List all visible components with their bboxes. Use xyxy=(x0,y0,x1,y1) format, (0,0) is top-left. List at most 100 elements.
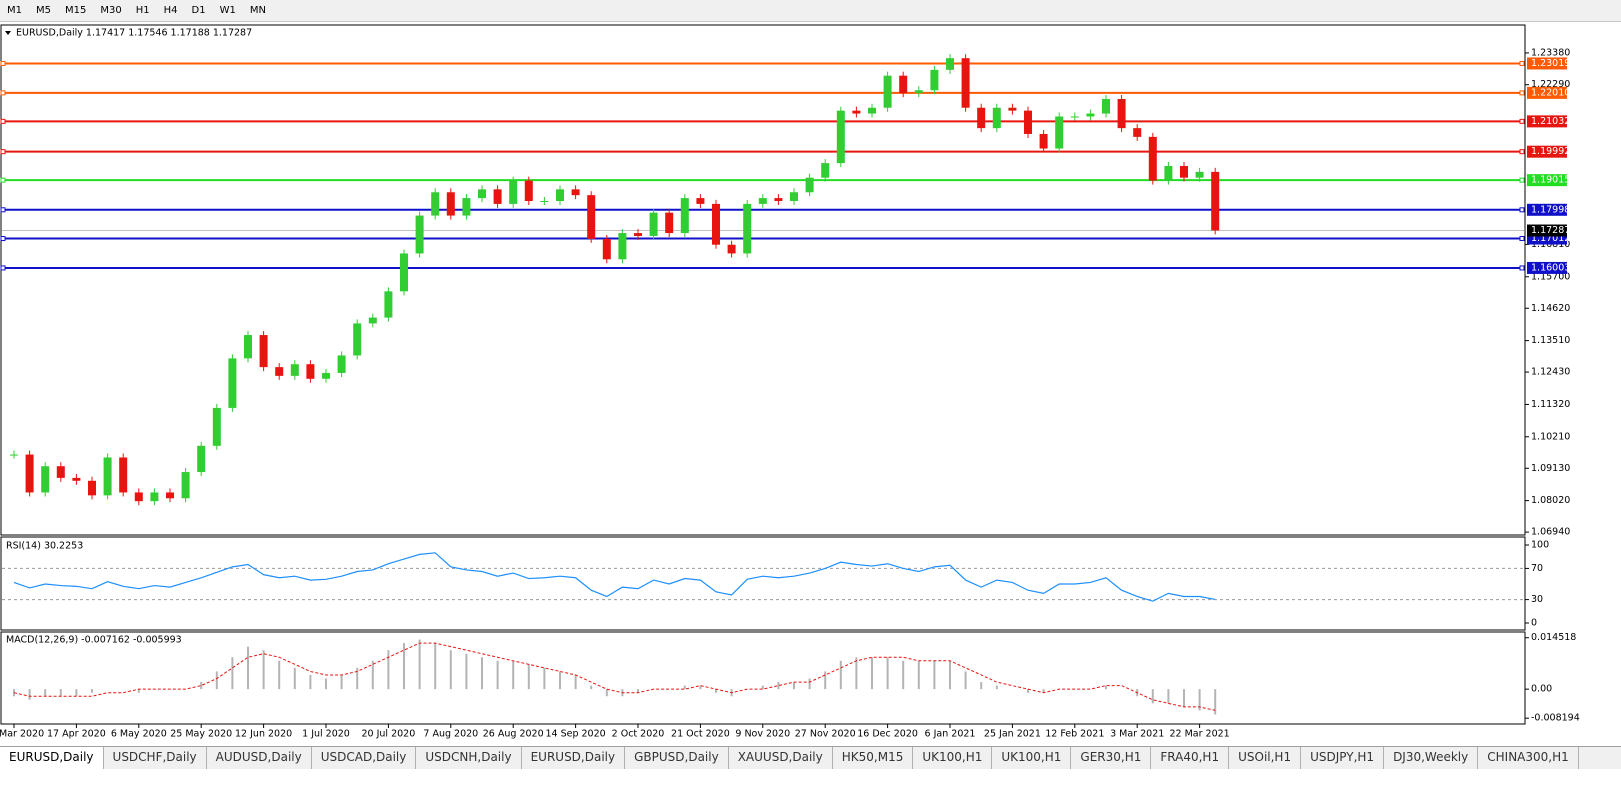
chart-tab[interactable]: USOil,H1 xyxy=(1229,747,1302,769)
candle xyxy=(166,492,174,499)
candle xyxy=(758,198,767,204)
chart-tab[interactable]: USDCHF,Daily xyxy=(104,747,207,769)
candle xyxy=(337,355,346,373)
y-tick-label: 1.06940 xyxy=(1531,527,1570,538)
candle xyxy=(1211,171,1220,231)
current-price-box xyxy=(1527,224,1567,237)
candle xyxy=(1024,110,1032,134)
timeframe-button[interactable]: M30 xyxy=(100,5,122,16)
candle xyxy=(150,492,159,502)
price-panel xyxy=(0,24,1526,536)
timeframe-button[interactable]: M15 xyxy=(65,5,87,16)
y-tick-label: -0.008194 xyxy=(1531,713,1580,724)
candle xyxy=(384,291,393,318)
candle xyxy=(119,457,128,493)
level-handle xyxy=(0,236,6,242)
candle xyxy=(1008,107,1017,111)
x-tick-label: 25 Jan 2021 xyxy=(984,729,1041,740)
chart-tab[interactable]: USDJPY,H1 xyxy=(1301,747,1385,769)
y-tick-label: 1.22290 xyxy=(1531,79,1570,90)
chart-tab[interactable]: UK100,H1 xyxy=(913,747,993,769)
candle xyxy=(805,177,814,193)
candle xyxy=(415,215,424,254)
candle xyxy=(509,180,518,204)
candle xyxy=(306,364,315,379)
current-price-label: 1.17287 xyxy=(1531,225,1570,236)
y-tick-label: 1.08020 xyxy=(1531,495,1570,506)
level-handle xyxy=(1519,149,1525,155)
timeframe-button[interactable]: D1 xyxy=(191,5,206,16)
chart-tab[interactable]: UK100,H1 xyxy=(992,747,1072,769)
candle xyxy=(56,466,65,478)
chart-tab[interactable]: CHINA300,H1 xyxy=(1478,747,1579,769)
candle xyxy=(353,323,362,356)
candle xyxy=(25,454,34,493)
candle xyxy=(774,198,783,201)
candle xyxy=(618,233,627,260)
level-handle xyxy=(1519,90,1525,96)
y-tick-label: 1.12430 xyxy=(1531,367,1570,378)
candle xyxy=(914,90,923,94)
collapse-arrow xyxy=(5,31,11,35)
candle xyxy=(197,445,206,473)
timeframe-button[interactable]: H1 xyxy=(135,5,150,16)
level-handle xyxy=(0,60,6,66)
chart-tab[interactable]: USDCNH,Daily xyxy=(416,747,522,769)
candle xyxy=(493,189,502,204)
level-price-label: 1.22010 xyxy=(1531,87,1570,98)
candle xyxy=(961,58,970,108)
candle xyxy=(1055,116,1064,149)
candle xyxy=(852,110,861,114)
x-tick-label: 12 Feb 2021 xyxy=(1045,729,1104,740)
chart-tab[interactable]: FRA40,H1 xyxy=(1151,747,1230,769)
timeframe-button[interactable]: MN xyxy=(249,5,266,16)
y-tick-label: 1.10210 xyxy=(1531,431,1570,442)
chart-tab[interactable]: EURUSD,Daily xyxy=(0,747,104,769)
candle xyxy=(1148,136,1157,181)
candle xyxy=(1164,166,1173,181)
x-tick-label: 25 May 2020 xyxy=(170,729,232,740)
timeframe-button[interactable]: H4 xyxy=(163,5,178,16)
x-tick-label: 12 Jun 2020 xyxy=(235,729,292,740)
level-handle xyxy=(0,265,6,271)
candle xyxy=(1070,116,1079,118)
x-tick-label: 7 Aug 2020 xyxy=(423,729,478,740)
candle xyxy=(1086,113,1095,117)
signal-line xyxy=(13,642,1216,711)
level-price-box xyxy=(1527,145,1567,158)
candle xyxy=(743,203,752,254)
candle xyxy=(524,180,533,201)
level-handle xyxy=(1519,265,1525,271)
level-price-box xyxy=(1527,203,1567,216)
level-handle xyxy=(1519,236,1525,242)
x-tick-label: 2 Oct 2020 xyxy=(612,729,665,740)
x-tick-label: 27 Nov 2020 xyxy=(795,729,856,740)
timeframe-button[interactable]: W1 xyxy=(219,5,236,16)
candle xyxy=(836,110,845,164)
chart-tab[interactable]: HK50,M15 xyxy=(833,747,914,769)
candle xyxy=(1195,171,1204,178)
candle xyxy=(1133,128,1142,137)
y-tick-label: 1.09130 xyxy=(1531,463,1570,474)
chart-tab[interactable]: EURUSD,Daily xyxy=(522,747,626,769)
level-price-label: 1.23019 xyxy=(1531,58,1570,69)
candle xyxy=(649,212,658,236)
chart-tab[interactable]: GER30,H1 xyxy=(1071,747,1152,769)
timeframe-button[interactable]: M5 xyxy=(36,5,51,16)
macd-panel xyxy=(0,631,1526,725)
candle xyxy=(88,480,96,496)
price-title: EURUSD,Daily 1.17417 1.17546 1.17188 1.1… xyxy=(16,28,252,39)
level-handle xyxy=(0,177,6,183)
timeframe-button[interactable]: M1 xyxy=(7,5,22,16)
x-tick-label: 3 Mar 2021 xyxy=(1110,729,1164,740)
chart-tab[interactable]: GBPUSD,Daily xyxy=(625,747,729,769)
candle xyxy=(181,472,190,499)
level-handle xyxy=(1519,118,1525,124)
level-handle xyxy=(1519,177,1525,183)
chart-tab[interactable]: DJ30,Weekly xyxy=(1384,747,1479,769)
candle xyxy=(103,457,112,496)
chart-tab[interactable]: USDCAD,Daily xyxy=(312,747,417,769)
chart-tab[interactable]: XAUUSD,Daily xyxy=(729,747,833,769)
chart-tab[interactable]: AUDUSD,Daily xyxy=(207,747,312,769)
